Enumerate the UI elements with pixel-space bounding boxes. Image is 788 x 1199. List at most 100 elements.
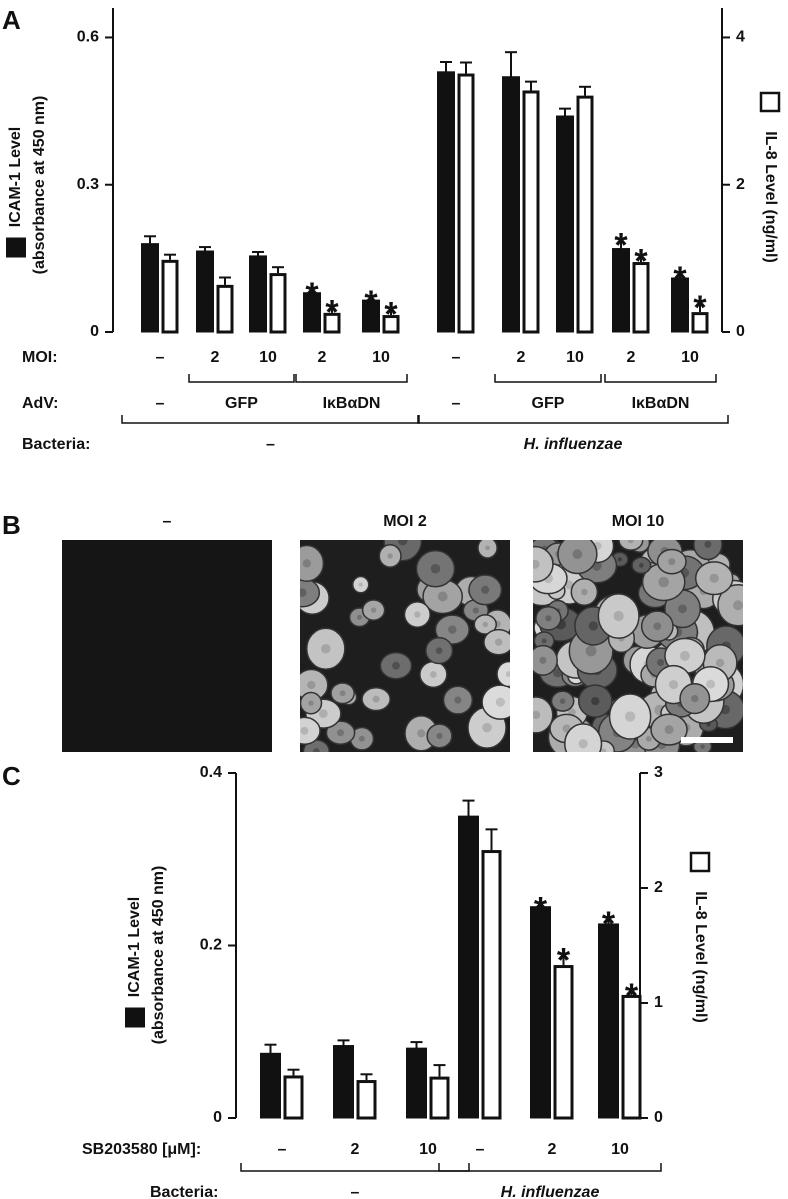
row-label: Bacteria: [150, 1184, 218, 1199]
legend-label: IL-8 Level [692, 891, 709, 965]
y-axis-title: ICAM-1 Level [126, 897, 143, 997]
bar [632, 262, 650, 334]
nucleus [664, 725, 674, 735]
bar [530, 906, 551, 1119]
cells [300, 540, 510, 752]
nucleus [645, 736, 652, 742]
scale-bar [681, 737, 733, 743]
y2-axis-title: IL-8 Level (ng/ml) [762, 131, 779, 263]
nucleus [392, 661, 400, 670]
panel-letter: C [2, 761, 21, 791]
nucleus [541, 638, 547, 644]
nucleus [448, 625, 457, 634]
significance-star: * [364, 284, 378, 322]
legend-label: IL-8 Level [762, 131, 779, 205]
bar [502, 76, 520, 333]
category-label: 2 [351, 1141, 360, 1158]
nucleus [430, 671, 437, 678]
legend-label: ICAM-1 Level [126, 897, 143, 997]
category-label: 10 [566, 349, 584, 366]
cell [496, 660, 510, 688]
bar [283, 1075, 304, 1120]
y-axis-title: ICAM-1 Level [7, 127, 24, 227]
bar [216, 284, 234, 334]
category-label: 10 [372, 349, 390, 366]
y2-tick-label: 0 [654, 1109, 663, 1126]
cell [717, 583, 743, 627]
significance-star: * [625, 977, 639, 1015]
group-bracket [438, 1163, 662, 1172]
nucleus [533, 559, 540, 569]
nucleus [601, 748, 607, 752]
y2-tick-label: 2 [736, 176, 745, 193]
nucleus [691, 694, 699, 703]
nucleus [357, 614, 363, 620]
bar [260, 1052, 281, 1119]
bar [406, 1047, 427, 1119]
nucleus [437, 591, 448, 602]
group-bracket [417, 415, 729, 424]
category-label: – [278, 1141, 287, 1158]
cells [533, 540, 743, 752]
y-axis-subtitle: (absorbance at 450 nm) [31, 96, 48, 275]
cell [533, 696, 554, 734]
nucleus [481, 585, 490, 594]
group-label: H. influenzae [524, 436, 623, 453]
nucleus [414, 611, 421, 618]
nucleus [533, 710, 541, 720]
nucleus [668, 558, 676, 566]
nucleus [715, 658, 725, 668]
group-label: H. influenzae [501, 1184, 600, 1199]
legend-swatch [689, 851, 711, 873]
row-label: SB203580 [μM]: [82, 1141, 201, 1158]
legend-label: ICAM-1 Level [7, 127, 24, 227]
bar [598, 923, 619, 1119]
nucleus [613, 610, 624, 622]
micrograph [62, 540, 272, 752]
y2-tick-label: 0 [736, 323, 745, 340]
group-label: – [266, 436, 275, 453]
panel-letter: A [2, 5, 21, 35]
bar [612, 248, 630, 333]
nucleus [308, 700, 314, 706]
y2-axis-unit: (ng/ml) [692, 969, 709, 1022]
bar [161, 259, 179, 334]
nucleus [704, 540, 712, 548]
bar [333, 1045, 354, 1119]
group-label: – [452, 395, 461, 412]
nucleus [658, 576, 669, 588]
nucleus [485, 545, 490, 551]
cell [300, 544, 325, 582]
bar [553, 965, 574, 1120]
category-label: – [476, 1141, 485, 1158]
bar [671, 277, 689, 333]
group-bracket [121, 415, 420, 424]
nucleus [539, 656, 547, 664]
bar [576, 95, 594, 334]
significance-star: * [634, 243, 648, 281]
image-title: MOI 10 [612, 513, 665, 530]
y2-tick-label: 4 [736, 29, 745, 46]
group-label: IκBαDN [323, 395, 381, 412]
y-tick-label: 0.3 [77, 176, 99, 193]
bar [323, 312, 341, 334]
bar [458, 815, 479, 1119]
nucleus [678, 604, 687, 614]
nucleus [585, 645, 597, 657]
group-bracket [295, 374, 408, 383]
bar [429, 1076, 450, 1120]
nucleus [358, 582, 363, 587]
bar [481, 850, 502, 1120]
row-label: Bacteria: [22, 436, 90, 453]
nucleus [581, 588, 588, 596]
nucleus [505, 671, 510, 678]
bar [556, 115, 574, 333]
nucleus [454, 696, 462, 704]
nucleus [313, 747, 320, 752]
legend-swatch [759, 91, 781, 113]
row-label: AdV: [22, 395, 58, 412]
nucleus [545, 615, 552, 622]
nucleus [300, 726, 309, 735]
nucleus [321, 644, 331, 654]
nucleus [472, 607, 479, 614]
